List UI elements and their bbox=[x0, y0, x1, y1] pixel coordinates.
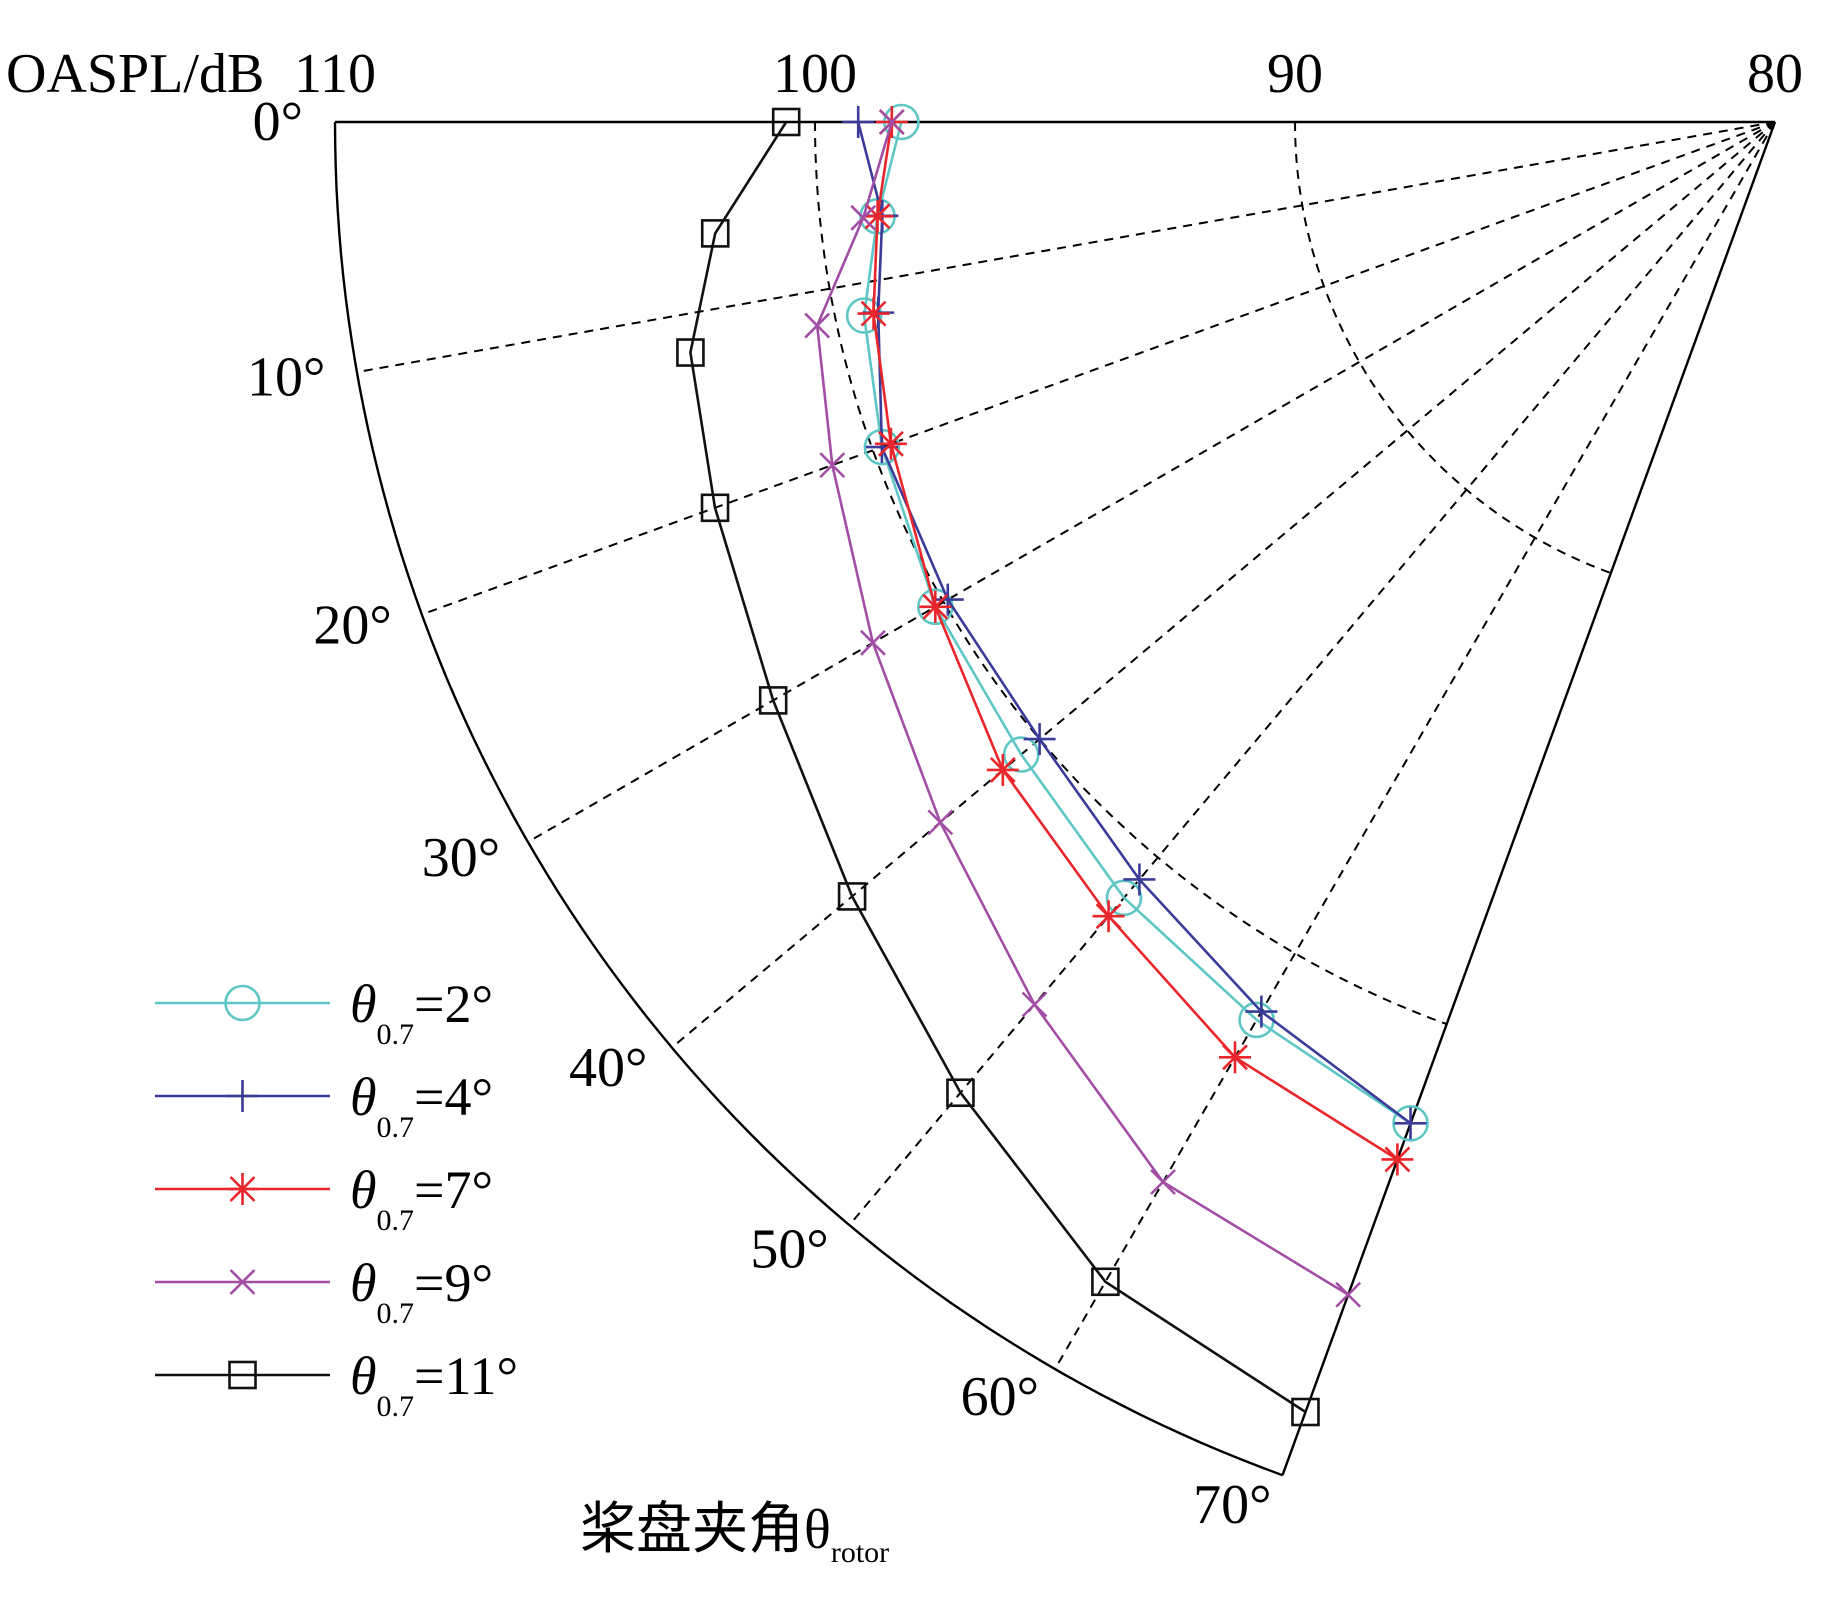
grid bbox=[333, 120, 1777, 1477]
data-point bbox=[931, 583, 964, 616]
r-tick-label: 90 bbox=[1267, 43, 1323, 105]
data-point bbox=[878, 109, 905, 135]
series-group bbox=[676, 103, 1429, 1427]
data-point bbox=[229, 1269, 256, 1295]
data-point bbox=[1291, 1397, 1320, 1427]
data-point bbox=[758, 686, 788, 715]
data-point bbox=[1002, 736, 1040, 773]
legend-label: θ0.7=11° bbox=[350, 1346, 518, 1423]
data-point bbox=[1394, 1107, 1427, 1140]
ring-gridline bbox=[814, 121, 1448, 1026]
legend-label: θ0.7=4° bbox=[350, 1067, 493, 1144]
data-point bbox=[1245, 995, 1278, 1028]
radial-gridline bbox=[1054, 121, 1776, 1370]
legend-entry: θ0.7=4° bbox=[155, 1067, 493, 1144]
data-point bbox=[1021, 991, 1048, 1018]
theta-axis-label-main: 桨盘夹角θ bbox=[580, 1499, 831, 1561]
legend: θ0.7=2° θ0.7=4° θ0.7=7° θ0.7=9° θ0.7=11° bbox=[155, 974, 518, 1423]
data-point bbox=[804, 312, 831, 339]
data-point bbox=[946, 1078, 975, 1108]
data-point bbox=[842, 106, 875, 138]
legend-entry: θ0.7=2° bbox=[155, 974, 493, 1051]
data-point bbox=[837, 882, 867, 911]
theta-tick-label: 60° bbox=[961, 1366, 1039, 1428]
data-point bbox=[845, 297, 883, 334]
data-point bbox=[228, 1360, 257, 1390]
theta-tick-label: 20° bbox=[313, 595, 391, 657]
theta-axis-label-subscript: rotor bbox=[831, 1536, 889, 1569]
data-point bbox=[700, 219, 730, 248]
legend-entry: θ0.7=7° bbox=[155, 1160, 493, 1237]
data-point bbox=[224, 984, 261, 1022]
data-point bbox=[1392, 1105, 1429, 1142]
boundary-radial-line bbox=[1281, 121, 1777, 1476]
data-point bbox=[927, 809, 954, 836]
data-point bbox=[1335, 1281, 1362, 1308]
theta-tick-label: 40° bbox=[569, 1037, 647, 1099]
theta-tick-label: 50° bbox=[750, 1219, 828, 1281]
theta-tick-label: 0° bbox=[253, 91, 303, 153]
data-point bbox=[850, 204, 877, 231]
radial-gridline bbox=[527, 121, 1776, 843]
series bbox=[676, 107, 1320, 1427]
series-line bbox=[815, 121, 1349, 1296]
data-point bbox=[861, 200, 894, 233]
data-point bbox=[1091, 1267, 1120, 1297]
radial-gridline bbox=[356, 121, 1776, 374]
series bbox=[804, 109, 1362, 1308]
data-point bbox=[857, 297, 890, 330]
ring-gridline bbox=[1294, 121, 1612, 575]
data-point bbox=[860, 629, 886, 656]
series bbox=[857, 106, 1414, 1176]
data-point bbox=[1023, 723, 1056, 756]
r-tick-label: 100 bbox=[773, 43, 857, 105]
legend-entry: θ0.7=9° bbox=[155, 1253, 493, 1330]
data-point bbox=[919, 590, 952, 623]
outer-arc bbox=[333, 121, 1283, 1477]
legend-entry: θ0.7=11° bbox=[155, 1346, 518, 1423]
data-point bbox=[1381, 1143, 1414, 1176]
theta-tick-label: 10° bbox=[247, 347, 325, 409]
data-point bbox=[700, 493, 730, 523]
r-tick-label: 80 bbox=[1747, 43, 1803, 105]
radial-gridline bbox=[421, 121, 1776, 616]
series-line bbox=[862, 121, 1412, 1125]
r-axis-label: OASPL/dB bbox=[6, 43, 264, 105]
theta-tick-label: 30° bbox=[422, 827, 500, 889]
data-point bbox=[226, 1080, 259, 1112]
data-point bbox=[1219, 1041, 1251, 1074]
series-line bbox=[689, 121, 1307, 1414]
data-point bbox=[874, 427, 907, 460]
tick-labels: 110 100 90 80 0° 10° 20° 30° 40° 50° 60° 70° bbox=[247, 43, 1803, 1536]
data-point bbox=[676, 338, 705, 367]
data-point bbox=[1123, 863, 1156, 896]
series-line bbox=[872, 121, 1399, 1161]
data-point bbox=[226, 1173, 259, 1205]
data-point bbox=[1150, 1169, 1176, 1195]
legend-label: θ0.7=7° bbox=[350, 1160, 493, 1237]
data-point bbox=[771, 107, 801, 137]
data-point bbox=[819, 452, 846, 479]
data-point bbox=[1105, 879, 1143, 917]
data-point bbox=[986, 753, 1019, 786]
theta-tick-label: 70° bbox=[1193, 1474, 1271, 1536]
legend-label: θ0.7=9° bbox=[350, 1253, 493, 1330]
r-tick-label: 110 bbox=[294, 43, 376, 105]
legend-label: θ0.7=2° bbox=[350, 974, 493, 1051]
theta-axis-label: 桨盘夹角θrotor bbox=[580, 1499, 889, 1569]
data-point bbox=[1092, 900, 1125, 933]
radial-gridline bbox=[848, 121, 1776, 1226]
